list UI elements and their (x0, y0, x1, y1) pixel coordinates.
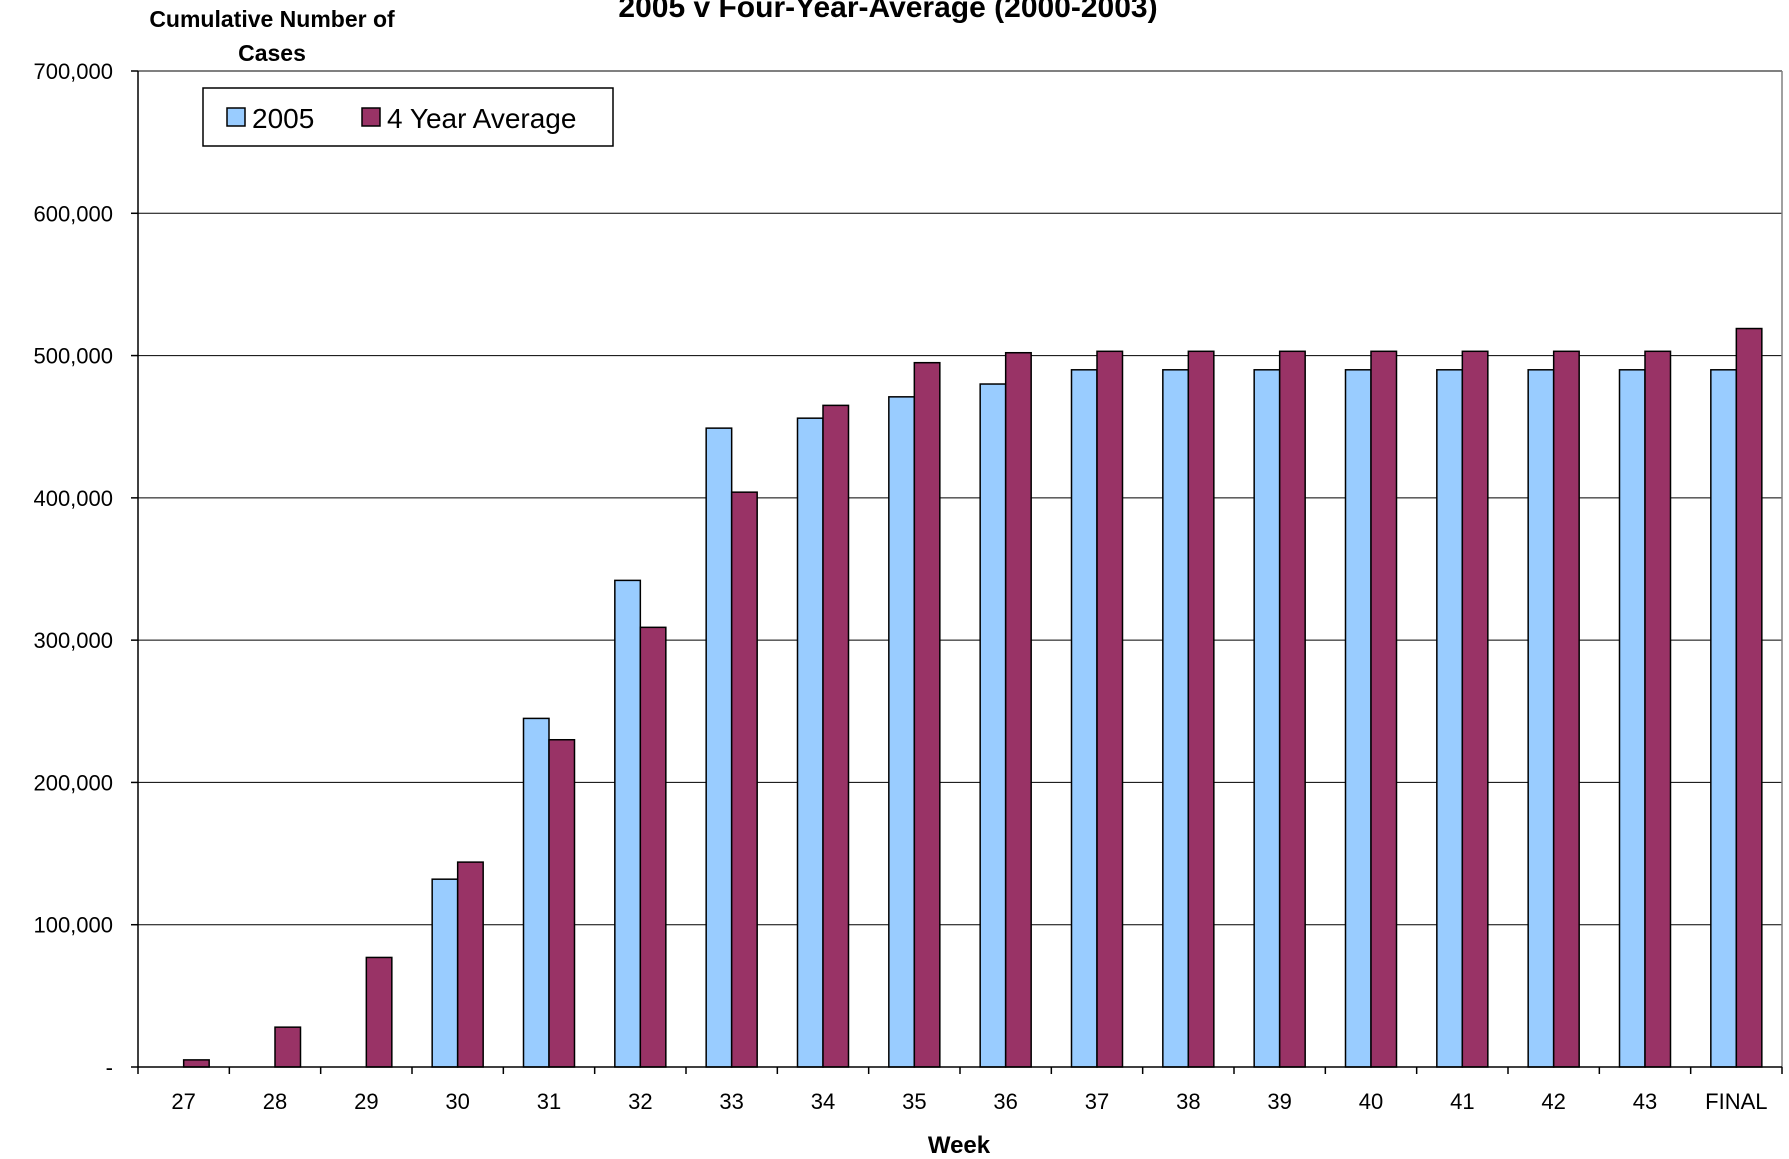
legend-swatch-4-year-average (361, 107, 381, 127)
bar-2005-week-31 (522, 717, 550, 1068)
bar-2005-week-final (1710, 369, 1738, 1068)
x-tick-label: 37 (1085, 1089, 1109, 1114)
y-tick-label: 200,000 (33, 770, 113, 795)
x-tick-label: 28 (263, 1089, 287, 1114)
bar-2005-week-34 (796, 417, 824, 1068)
bar-4-year-average-week-32 (639, 626, 667, 1068)
x-tick-label: 34 (811, 1089, 835, 1114)
y-tick-label: 500,000 (33, 344, 113, 369)
x-tick-label: 31 (537, 1089, 561, 1114)
bar-2005-week-42 (1527, 369, 1555, 1068)
y-axis-label-line-1: Cumulative Number of (149, 6, 395, 32)
y-tick-label: - (106, 1055, 113, 1080)
gridlines (138, 70, 1782, 926)
legend-label-2005: 2005 (252, 103, 314, 134)
bar-2005-week-39 (1253, 369, 1281, 1068)
bar-4-year-average-week-41 (1461, 350, 1489, 1068)
bar-2005-week-30 (431, 878, 459, 1068)
bar-4-year-average-week-34 (822, 404, 850, 1068)
bar-4-year-average-week-40 (1370, 350, 1398, 1068)
bar-4-year-average-week-27 (182, 1059, 210, 1068)
x-tick-label: 40 (1359, 1089, 1383, 1114)
x-tick-label: FINAL (1705, 1089, 1767, 1114)
bar-2005-week-41 (1436, 369, 1464, 1068)
x-tick-label: 27 (171, 1089, 195, 1114)
x-tick-label: 41 (1450, 1089, 1474, 1114)
x-tick-label: 29 (354, 1089, 378, 1114)
x-axis-label: Week (928, 1132, 991, 1159)
x-tick-label: 33 (719, 1089, 743, 1114)
bar-4-year-average-week-43 (1644, 350, 1672, 1068)
y-tick-label: 300,000 (33, 628, 113, 653)
bar-2005-week-38 (1162, 369, 1190, 1068)
x-tick-label: 43 (1633, 1089, 1657, 1114)
x-tick-label: 32 (628, 1089, 652, 1114)
x-tick-label: 38 (1176, 1089, 1200, 1114)
x-tick-label: 30 (445, 1089, 469, 1114)
bar-2005-week-37 (1070, 369, 1098, 1068)
legend-label-4-year-average: 4 Year Average (387, 103, 576, 134)
x-tick-label: 42 (1541, 1089, 1565, 1114)
bar-4-year-average-week-31 (548, 738, 576, 1068)
bar-4-year-average-week-38 (1187, 350, 1215, 1068)
bar-4-year-average-week-36 (1004, 351, 1032, 1068)
y-tick-label: 600,000 (33, 201, 113, 226)
bar-4-year-average-week-final (1735, 327, 1763, 1068)
y-tick-label: 400,000 (33, 486, 113, 511)
bar-4-year-average-week-29 (365, 956, 393, 1068)
bars (182, 327, 1763, 1068)
bar-4-year-average-week-28 (274, 1026, 302, 1068)
y-tick-labels: - 100,000 200,000 300,000 400,000 500,000 600,… (33, 59, 113, 1080)
bar-4-year-average-week-35 (913, 361, 941, 1068)
legend-swatch-2005 (226, 107, 246, 127)
bar-2005-week-36 (979, 383, 1007, 1068)
legend-box (202, 87, 614, 147)
axes (131, 70, 1783, 1074)
y-tick-label: 700,000 (33, 59, 113, 84)
legend: 2005 4 Year Average (202, 87, 614, 147)
bar-2005-week-40 (1344, 369, 1372, 1068)
bar-4-year-average-week-42 (1552, 350, 1580, 1068)
x-tick-label: 35 (902, 1089, 926, 1114)
bar-2005-week-35 (888, 396, 916, 1068)
bar-2005-week-33 (705, 427, 733, 1068)
bar-2005-week-32 (614, 579, 642, 1068)
chart-title: 2005 v Four-Year-Average (2000-2003) (618, 0, 1157, 24)
bar-4-year-average-week-33 (730, 491, 758, 1068)
bar-2005-week-43 (1618, 369, 1646, 1068)
x-tick-label: 39 (1267, 1089, 1291, 1114)
x-tick-label: 36 (993, 1089, 1017, 1114)
bar-4-year-average-week-37 (1096, 350, 1124, 1068)
y-tick-label: 100,000 (33, 913, 113, 938)
x-tick-labels: 27 28 29 30 31 32 33 34 35 36 37 38 39 40 41 42 43 FINAL (171, 1089, 1767, 1114)
bar-4-year-average-week-30 (456, 861, 484, 1068)
y-axis-label-line-2: Cases (238, 40, 306, 66)
bar-4-year-average-week-39 (1278, 350, 1306, 1068)
